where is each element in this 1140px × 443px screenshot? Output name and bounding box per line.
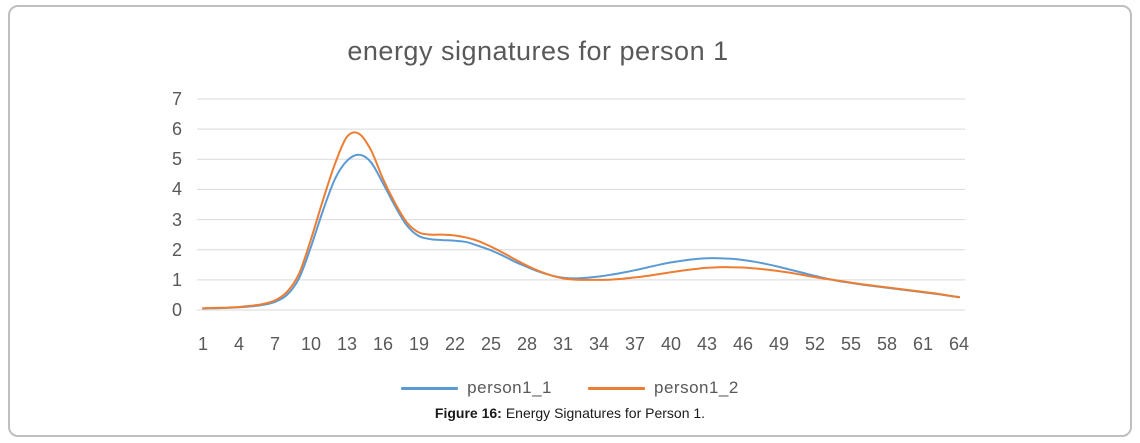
y-tick-label-6: 6 — [171, 119, 182, 140]
x-tick-label-64: 64 — [948, 334, 970, 354]
x-tick-label-43: 43 — [696, 334, 718, 354]
x-tick-label-49: 49 — [768, 334, 790, 354]
y-tick-label-7: 7 — [171, 89, 182, 109]
chart-legend: person1_1 person1_2 — [0, 376, 1140, 400]
y-tick-label-1: 1 — [171, 269, 182, 290]
x-tick-label-22: 22 — [444, 334, 466, 354]
x-tick-label-16: 16 — [372, 334, 394, 354]
legend-label-person1-1: person1_1 — [467, 378, 552, 397]
x-tick-label-40: 40 — [660, 334, 682, 354]
series-line-person1_2 — [202, 131, 960, 310]
x-tick-label-13: 13 — [336, 334, 358, 354]
y-tick-label-0: 0 — [171, 300, 182, 320]
x-tick-label-46: 46 — [732, 334, 754, 354]
series-line-person1_1 — [202, 153, 960, 310]
x-tick-label-10: 10 — [300, 334, 322, 354]
y-tick-label-5: 5 — [171, 149, 182, 170]
figure-caption-number: Figure 16: — [434, 405, 502, 421]
figure-caption: Figure 16: Energy Signatures for Person 1… — [0, 405, 1140, 421]
y-tick-label-3: 3 — [171, 209, 182, 230]
x-tick-label-7: 7 — [269, 334, 280, 354]
x-tick-label-37: 37 — [624, 334, 646, 354]
x-tick-label-31: 31 — [552, 334, 574, 354]
legend-swatch-person1-2 — [588, 386, 645, 390]
y-tick-label-2: 2 — [171, 239, 182, 260]
x-tick-label-19: 19 — [408, 334, 430, 354]
x-tick-label-25: 25 — [480, 334, 502, 354]
x-tick-label-58: 58 — [876, 334, 898, 354]
x-tick-label-4: 4 — [233, 334, 244, 354]
legend-label-person1-2: person1_2 — [654, 378, 739, 397]
figure-caption-text: Energy Signatures for Person 1. — [505, 405, 706, 421]
x-tick-label-1: 1 — [197, 334, 208, 354]
legend-swatch-person1-1 — [401, 386, 459, 390]
x-tick-label-28: 28 — [516, 334, 538, 354]
legend-item-person1-1: person1_1 — [401, 378, 552, 398]
figure-border-frame — [8, 5, 1132, 437]
x-tick-label-52: 52 — [804, 334, 826, 354]
x-tick-label-55: 55 — [840, 334, 862, 354]
x-tick-label-61: 61 — [912, 334, 934, 354]
x-tick-label-34: 34 — [588, 334, 610, 354]
legend-item-person1-2: person1_2 — [588, 378, 739, 398]
chart-title: energy signatures for person 1 — [347, 36, 729, 66]
y-tick-label-4: 4 — [171, 179, 182, 200]
